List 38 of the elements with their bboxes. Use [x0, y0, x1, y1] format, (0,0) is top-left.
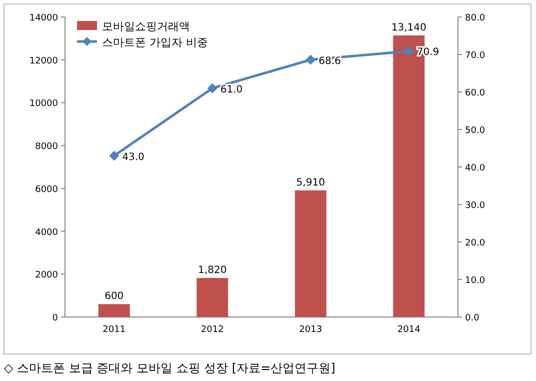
y-tick-label: 10000: [29, 99, 58, 110]
y2-tick-label: 10.0: [465, 276, 486, 286]
y-tick-label: 2000: [35, 270, 58, 281]
legend-label: 모바일쇼핑거래액: [102, 20, 190, 33]
y2-tick-label: 0.0: [465, 314, 480, 324]
legend-label: 스마트폰 가입자 비중: [102, 36, 208, 49]
bar: [98, 304, 130, 317]
data-label: 13,140: [391, 22, 426, 34]
data-label: 61.0: [220, 84, 243, 96]
bar: [294, 190, 326, 317]
y-tick-label: 6000: [35, 184, 58, 195]
y-tick-label: 12000: [29, 56, 58, 66]
y-tick-label: 14000: [29, 14, 58, 24]
point: [109, 150, 120, 161]
x-tick-label: 2014: [397, 325, 421, 335]
y2-tick-label: 50.0: [465, 126, 486, 136]
bar: [196, 278, 228, 317]
y2-tick-label: 60.0: [465, 88, 486, 98]
point: [207, 83, 218, 94]
point: [306, 54, 316, 65]
x-tick-label: 2011: [102, 325, 126, 335]
y-tick-label: 4000: [35, 228, 58, 238]
data-label: 43.0: [122, 152, 144, 163]
data-label: 600: [104, 291, 124, 302]
y2-tick-label: 40.0: [465, 164, 486, 174]
data-label: 5,910: [296, 177, 325, 188]
y2-tick-label: 20.0: [465, 238, 486, 248]
data-label: 68.6: [318, 56, 341, 67]
point: [404, 46, 414, 56]
y2-tick-label: 30.0: [465, 201, 486, 211]
y2-tick-label: 80.0: [465, 14, 486, 24]
text: ◇ 스마트폰 보급 증대와 모바일 쇼핑 성장 [자료=산업연구원]: [4, 361, 336, 375]
y-tick-label: 0: [52, 314, 58, 324]
y-tick-label: 8000: [35, 142, 58, 152]
y2-tick-label: 70.0: [465, 51, 486, 61]
x-tick-label: 2012: [200, 325, 224, 335]
x-tick-label: 2013: [299, 325, 322, 335]
data-label: 1,820: [198, 265, 227, 276]
